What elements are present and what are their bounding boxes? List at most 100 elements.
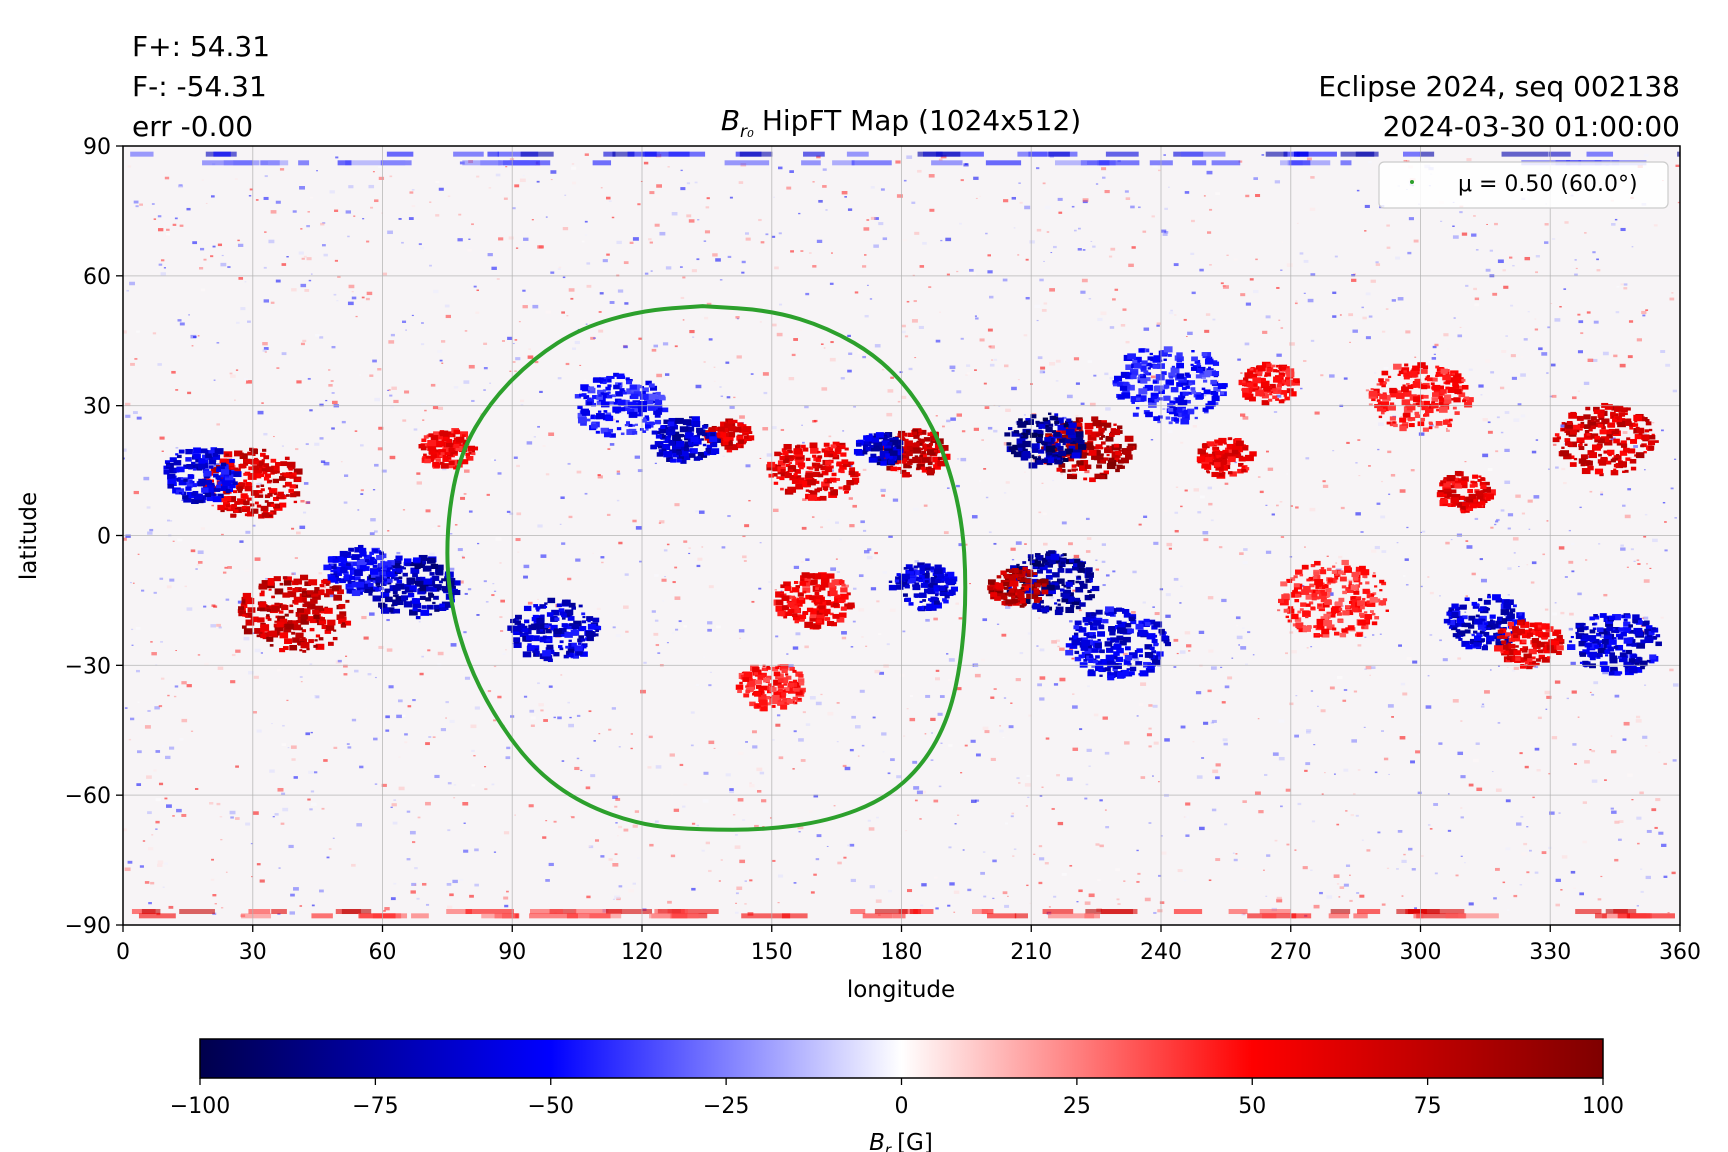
noise-speck — [1370, 666, 1376, 670]
region-speck — [736, 435, 744, 441]
noise-speck — [163, 267, 166, 269]
noise-speck — [1545, 708, 1548, 710]
region-speck — [231, 504, 237, 509]
region-speck — [409, 609, 418, 616]
region-speck — [1042, 441, 1048, 446]
noise-speck — [989, 345, 995, 349]
noise-speck — [863, 550, 870, 554]
noise-speck — [421, 655, 424, 658]
polar-streak — [359, 913, 396, 919]
noise-speck — [1140, 776, 1146, 779]
region-speck — [1041, 458, 1048, 464]
noise-speck — [881, 368, 885, 371]
noise-speck — [1396, 542, 1399, 544]
noise-speck — [348, 185, 354, 189]
noise-speck — [320, 635, 327, 639]
region-speck — [1025, 578, 1033, 584]
noise-speck — [1001, 633, 1007, 637]
region-speck — [426, 586, 434, 592]
region-speck — [1029, 432, 1038, 438]
noise-speck — [634, 455, 641, 459]
noise-speck — [1385, 308, 1389, 310]
noise-speck — [1123, 652, 1128, 656]
region-speck — [410, 568, 415, 572]
region-speck — [1062, 553, 1067, 557]
region-speck — [991, 582, 1000, 589]
noise-speck — [612, 795, 618, 799]
region-speck — [919, 448, 924, 451]
noise-speck — [385, 715, 390, 719]
region-speck — [1068, 422, 1077, 429]
region-speck — [710, 448, 720, 455]
region-speck — [384, 588, 391, 593]
noise-speck — [248, 195, 252, 197]
region-speck — [392, 594, 397, 597]
region-speck — [570, 653, 578, 659]
region-speck — [362, 580, 371, 587]
noise-speck — [879, 671, 885, 675]
region-speck — [1111, 428, 1121, 436]
noise-speck — [738, 181, 744, 184]
noise-speck — [598, 329, 604, 333]
noise-speck — [545, 820, 548, 822]
region-speck — [787, 465, 797, 472]
noise-speck — [1279, 501, 1283, 503]
noise-speck — [306, 225, 310, 228]
region-speck — [779, 456, 785, 460]
region-speck — [1118, 449, 1122, 452]
region-speck — [209, 492, 215, 496]
noise-speck — [412, 698, 416, 702]
noise-speck — [1175, 486, 1179, 488]
region-speck — [817, 464, 823, 469]
region-speck — [1058, 463, 1066, 468]
noise-speck — [1420, 855, 1424, 857]
region-speck — [288, 467, 293, 471]
noise-speck — [1125, 340, 1130, 344]
region-speck — [237, 498, 246, 505]
region-speck — [339, 578, 346, 584]
noise-speck — [704, 316, 709, 320]
region-speck — [414, 562, 422, 567]
region-speck — [1016, 577, 1021, 580]
region-speck — [904, 440, 913, 447]
region-speck — [887, 459, 895, 464]
noise-speck — [1245, 194, 1250, 198]
noise-speck — [411, 205, 416, 208]
region-speck — [1088, 577, 1093, 580]
region-speck — [372, 595, 382, 602]
noise-speck — [869, 298, 873, 300]
noise-speck — [124, 867, 131, 872]
noise-speck — [389, 175, 393, 178]
region-speck — [1022, 451, 1031, 457]
region-speck — [1051, 430, 1057, 434]
noise-speck — [1170, 309, 1173, 312]
region-speck — [795, 455, 802, 460]
noise-speck — [1322, 480, 1326, 483]
noise-speck — [1056, 774, 1060, 777]
region-speck — [664, 439, 671, 444]
noise-speck — [818, 199, 823, 203]
region-speck — [691, 420, 701, 428]
polar-streak — [1048, 151, 1070, 157]
region-speck — [302, 593, 306, 596]
noise-speck — [262, 349, 267, 352]
region-speck — [206, 484, 212, 488]
region-speck — [268, 605, 275, 610]
noise-speck — [849, 748, 854, 752]
noise-speck — [1334, 255, 1338, 258]
region-speck — [1100, 441, 1106, 445]
noise-speck — [833, 805, 836, 807]
noise-speck — [643, 661, 647, 664]
noise-speck — [1016, 777, 1020, 780]
noise-speck — [1043, 260, 1045, 262]
noise-speck — [840, 377, 845, 380]
polar-streak — [1014, 913, 1028, 919]
region-speck — [245, 619, 255, 626]
noise-speck — [1568, 560, 1574, 564]
noise-speck — [1589, 691, 1592, 693]
noise-speck — [1115, 868, 1121, 872]
region-speck — [876, 461, 882, 466]
noise-speck — [334, 259, 339, 262]
noise-speck — [1410, 469, 1415, 472]
noise-speck — [826, 845, 829, 847]
